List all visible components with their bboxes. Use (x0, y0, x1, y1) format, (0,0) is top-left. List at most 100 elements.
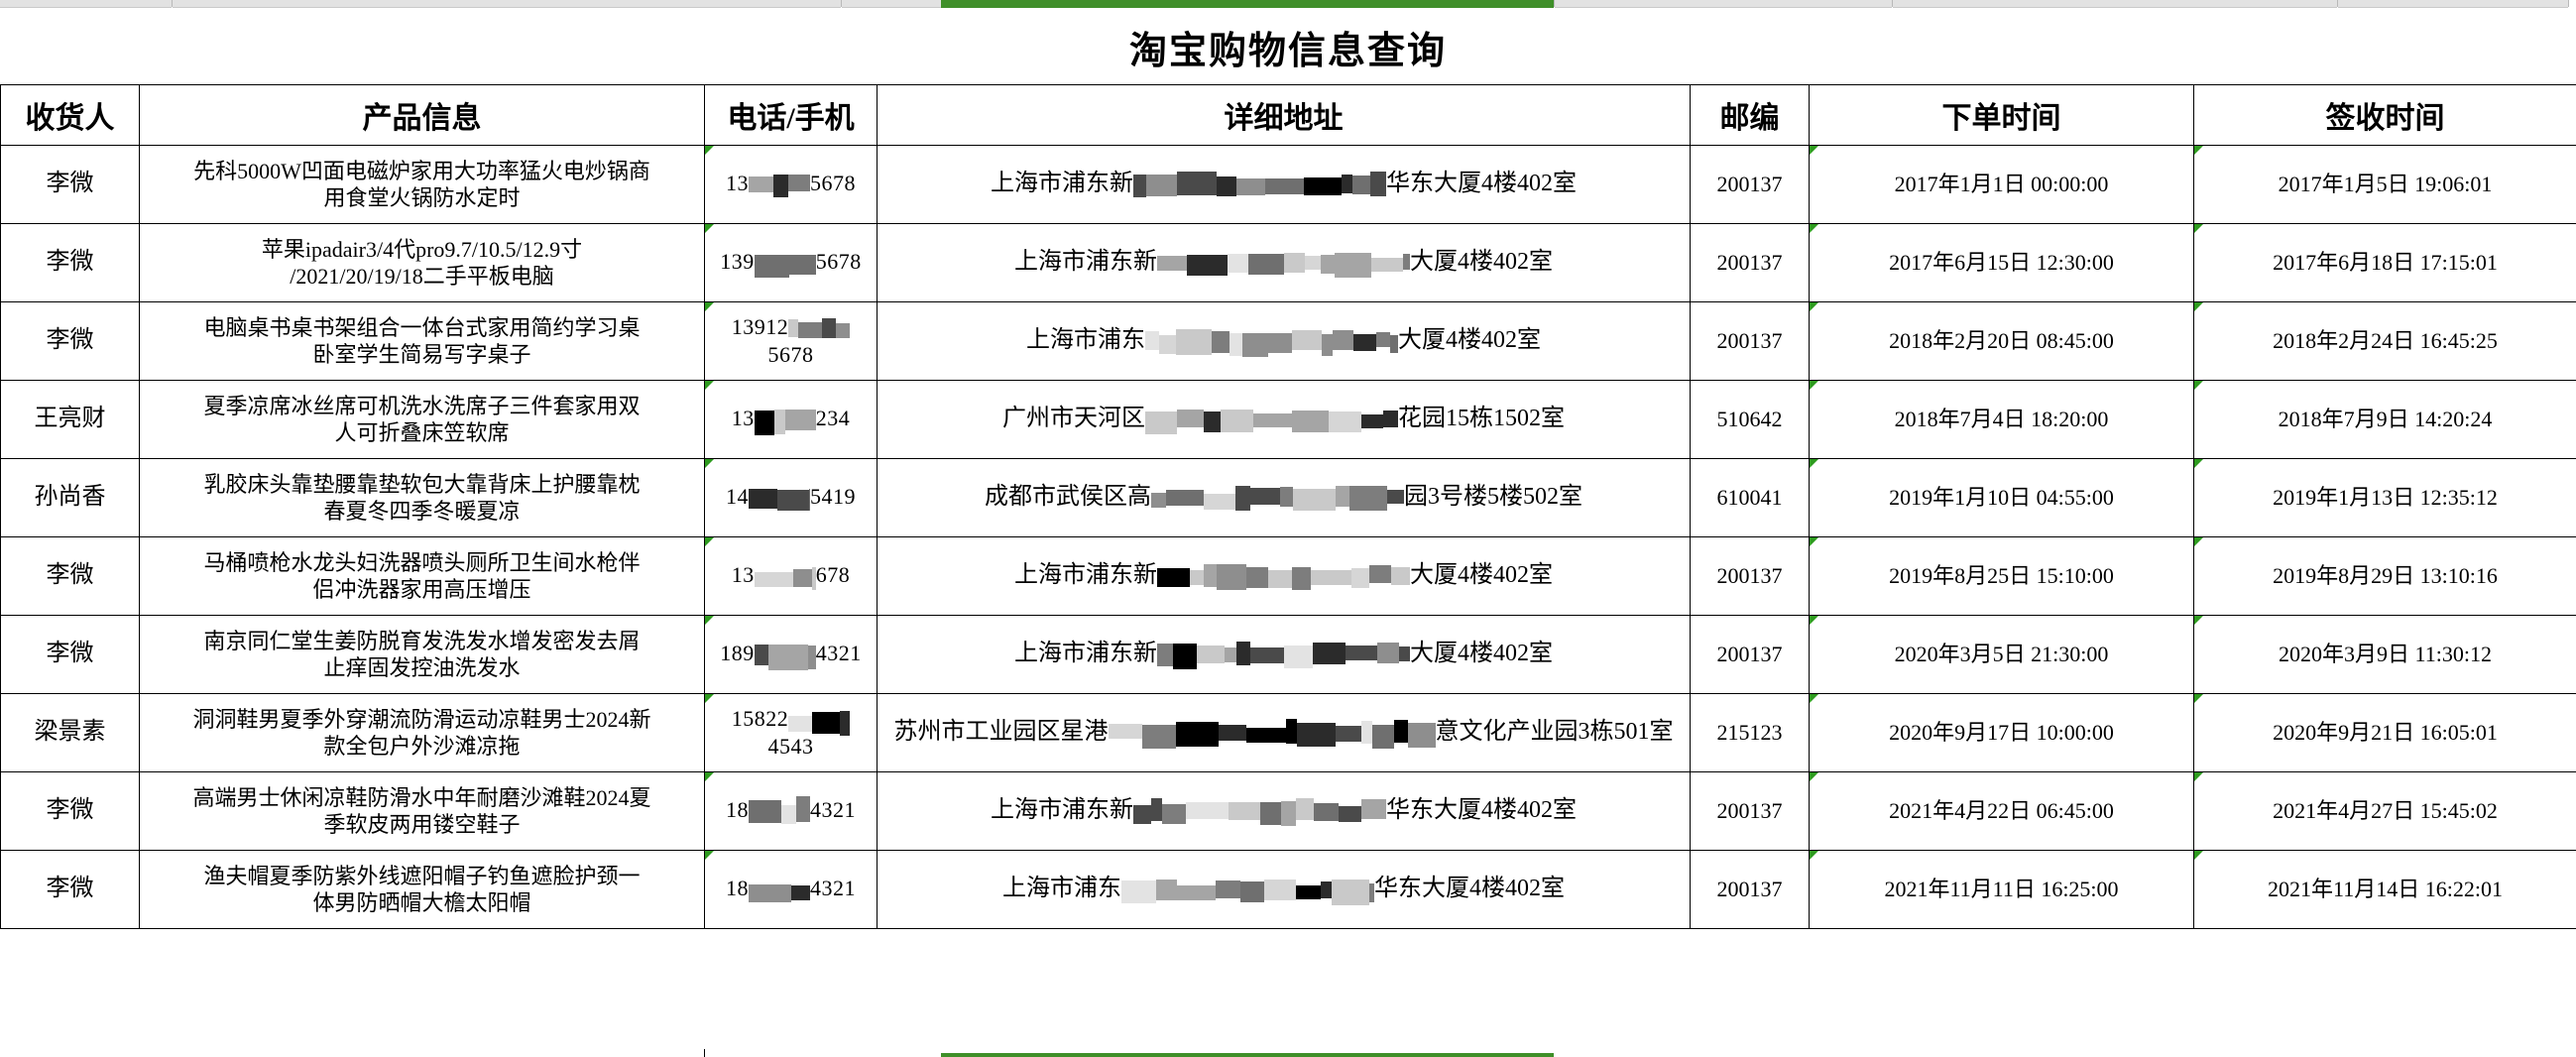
cell-zipcode[interactable]: 510642 (1690, 380, 1810, 459)
cell-address[interactable]: 上海市浦东新 大厦4楼402室 (877, 536, 1691, 616)
table-row[interactable]: 李微 渔夫帽夏季防紫外线遮阳帽子钓鱼遮脸护颈一 体男防晒帽大檐太阳帽 18 4321 上海… (0, 850, 2576, 929)
cell-phone[interactable]: 189 4321 (704, 615, 878, 694)
cell-product-info[interactable]: 高端男士休闲凉鞋防滑水中年耐磨沙滩鞋2024夏 季软皮两用镂空鞋子 (139, 771, 705, 851)
cell-sign-time[interactable]: 2019年1月13日 12:35:12 (2193, 458, 2576, 537)
cell-sign-time[interactable]: 2018年2月24日 16:45:25 (2193, 301, 2576, 381)
col-header-order[interactable]: 下单时间 (1809, 84, 2194, 146)
cell-recipient-name[interactable]: 梁景素 (0, 693, 140, 772)
table-row[interactable]: 李微 电脑桌书桌书架组合一体台式家用简约学习桌 卧室学生简易写字桌子 13912 567… (0, 301, 2576, 381)
product-line-2: 卧室学生简易写字桌子 (312, 342, 531, 367)
cell-order-time[interactable]: 2017年1月1日 00:00:00 (1809, 145, 2194, 224)
cell-order-time[interactable]: 2020年3月5日 21:30:00 (1809, 615, 2194, 694)
cell-sign-time[interactable]: 2020年9月21日 16:05:01 (2193, 693, 2576, 772)
cell-recipient-name[interactable]: 李微 (0, 850, 140, 929)
cell-order-time[interactable]: 2020年9月17日 10:00:00 (1809, 693, 2194, 772)
cell-order-time[interactable]: 2019年1月10日 04:55:00 (1809, 458, 2194, 537)
col-header-address[interactable]: 详细地址 (877, 84, 1691, 146)
cell-phone[interactable]: 18 4321 (704, 771, 878, 851)
table-row[interactable]: 李微 高端男士休闲凉鞋防滑水中年耐磨沙滩鞋2024夏 季软皮两用镂空鞋子 18 4321… (0, 771, 2576, 851)
cell-product-info[interactable]: 先科5000W凹面电磁炉家用大功率猛火电炒锅商 用食堂火锅防水定时 (139, 145, 705, 224)
cell-zipcode[interactable]: 215123 (1690, 693, 1810, 772)
table-row[interactable]: 王亮财 夏季凉席冰丝席可机洗水洗席子三件套家用双 人可折叠床笠软席 13 234 广州市天… (0, 380, 2576, 459)
cell-recipient-name[interactable]: 李微 (0, 301, 140, 381)
cell-sign-time[interactable]: 2017年6月18日 17:15:01 (2193, 223, 2576, 302)
cell-recipient-name[interactable]: 孙尚香 (0, 458, 140, 537)
cell-recipient-name[interactable]: 李微 (0, 771, 140, 851)
cell-phone[interactable]: 15822 4543 (704, 693, 878, 772)
cell-address[interactable]: 上海市浦东 华东大厦4楼402室 (877, 850, 1691, 929)
table-row[interactable]: 李微 先科5000W凹面电磁炉家用大功率猛火电炒锅商 用食堂火锅防水定时 13 5678… (0, 145, 2576, 224)
cell-address[interactable]: 上海市浦东新 大厦4楼402室 (877, 223, 1691, 302)
cell-order-time[interactable]: 2021年11月11日 16:25:00 (1809, 850, 2194, 929)
cell-phone[interactable]: 18 4321 (704, 850, 878, 929)
cell-address[interactable]: 上海市浦东 大厦4楼402室 (877, 301, 1691, 381)
address-prefix: 上海市浦东新 (1014, 641, 1157, 667)
sign-time-text: 2018年2月24日 16:45:25 (2273, 327, 2498, 353)
cell-address[interactable]: 苏州市工业园区星港 意文化产业园3栋501室 (877, 693, 1691, 772)
cell-address[interactable]: 上海市浦东新 大厦4楼402室 (877, 615, 1691, 694)
cell-order-time[interactable]: 2018年7月4日 18:20:00 (1809, 380, 2194, 459)
col-header-product[interactable]: 产品信息 (139, 84, 705, 146)
col-header-sign[interactable]: 签收时间 (2193, 84, 2576, 146)
cell-recipient-name[interactable]: 李微 (0, 223, 140, 302)
product-line-1: 马桶喷枪水龙头妇洗器喷头厕所卫生间水枪伴 (203, 549, 641, 575)
cell-zipcode[interactable]: 610041 (1690, 458, 1810, 537)
cell-product-info[interactable]: 夏季凉席冰丝席可机洗水洗席子三件套家用双 人可折叠床笠软席 (139, 380, 705, 459)
cell-sign-time[interactable]: 2020年3月9日 11:30:12 (2193, 615, 2576, 694)
cell-recipient-name[interactable]: 李微 (0, 615, 140, 694)
cell-sign-time[interactable]: 2017年1月5日 19:06:01 (2193, 145, 2576, 224)
cell-phone[interactable]: 139 5678 (704, 223, 878, 302)
cell-sign-time[interactable]: 2018年7月9日 14:20:24 (2193, 380, 2576, 459)
cell-product-info[interactable]: 渔夫帽夏季防紫外线遮阳帽子钓鱼遮脸护颈一 体男防晒帽大檐太阳帽 (139, 850, 705, 929)
sign-time-text: 2020年9月21日 16:05:01 (2273, 719, 2498, 745)
cell-zipcode[interactable]: 200137 (1690, 301, 1810, 381)
cell-phone[interactable]: 13 234 (704, 380, 878, 459)
cell-product-info[interactable]: 南京同仁堂生姜防脱育发洗发水增发密发去屑 止痒固发控油洗发水 (139, 615, 705, 694)
table-row[interactable]: 李微 南京同仁堂生姜防脱育发洗发水增发密发去屑 止痒固发控油洗发水 189 4321 上海… (0, 615, 2576, 694)
cell-zipcode[interactable]: 200137 (1690, 145, 1810, 224)
cell-order-time[interactable]: 2018年2月20日 08:45:00 (1809, 301, 2194, 381)
phone-prefix: 18 (726, 876, 749, 901)
cell-product-info[interactable]: 马桶喷枪水龙头妇洗器喷头厕所卫生间水枪伴 侣冲洗器家用高压增压 (139, 536, 705, 616)
cell-sign-time[interactable]: 2021年11月14日 16:22:01 (2193, 850, 2576, 929)
table-row[interactable]: 孙尚香 乳胶床头靠垫腰靠垫软包大靠背床上护腰靠枕 春夏冬四季冬暖夏凉 14 5419 成都… (0, 458, 2576, 537)
address-suffix: 花园15栋1502室 (1398, 406, 1565, 432)
cell-recipient-name[interactable]: 王亮财 (0, 380, 140, 459)
top-strip-green-marker (941, 0, 1554, 8)
col-header-zip[interactable]: 邮编 (1690, 84, 1810, 146)
redacted-block (754, 408, 816, 435)
cell-phone[interactable]: 13 5678 (704, 145, 878, 224)
table-row[interactable]: 李微 苹果ipadair3/4代pro9.7/10.5/12.9寸/2021/20… (0, 223, 2576, 302)
redacted-block (754, 564, 816, 590)
table-row[interactable]: 梁景素 洞洞鞋男夏季外穿潮流防滑运动凉鞋男士2024新 款全包户外沙滩凉拖 15822… (0, 693, 2576, 772)
top-strip-segment (2338, 0, 2568, 8)
cell-order-time[interactable]: 2019年8月25日 15:10:00 (1809, 536, 2194, 616)
cell-recipient-name[interactable]: 李微 (0, 145, 140, 224)
cell-zipcode[interactable]: 200137 (1690, 850, 1810, 929)
cell-address[interactable]: 上海市浦东新 华东大厦4楼402室 (877, 771, 1691, 851)
top-scroll-strip[interactable] (0, 0, 2576, 9)
cell-phone[interactable]: 14 5419 (704, 458, 878, 537)
cell-address[interactable]: 成都市武侯区高 园3号楼5楼502室 (877, 458, 1691, 537)
order-time-text: 2018年7月4日 18:20:00 (1894, 406, 2109, 431)
cell-product-info[interactable]: 苹果ipadair3/4代pro9.7/10.5/12.9寸/2021/20/1… (139, 223, 705, 302)
table-row[interactable]: 李微 马桶喷枪水龙头妇洗器喷头厕所卫生间水枪伴 侣冲洗器家用高压增压 13 678 上海市… (0, 536, 2576, 616)
cell-order-time[interactable]: 2021年4月22日 06:45:00 (1809, 771, 2194, 851)
cell-address[interactable]: 广州市天河区 花园15栋1502室 (877, 380, 1691, 459)
cell-phone[interactable]: 13912 5678 (704, 301, 878, 381)
cell-sign-time[interactable]: 2019年8月29日 13:10:16 (2193, 536, 2576, 616)
cell-address[interactable]: 上海市浦东新 华东大厦4楼402室 (877, 145, 1691, 224)
cell-product-info[interactable]: 乳胶床头靠垫腰靠垫软包大靠背床上护腰靠枕 春夏冬四季冬暖夏凉 (139, 458, 705, 537)
cell-zipcode[interactable]: 200137 (1690, 223, 1810, 302)
col-header-name[interactable]: 收货人 (0, 84, 140, 146)
cell-zipcode[interactable]: 200137 (1690, 771, 1810, 851)
col-header-phone[interactable]: 电话/手机 (704, 84, 878, 146)
cell-sign-time[interactable]: 2021年4月27日 15:45:02 (2193, 771, 2576, 851)
cell-order-time[interactable]: 2017年6月15日 12:30:00 (1809, 223, 2194, 302)
cell-product-info[interactable]: 电脑桌书桌书架组合一体台式家用简约学习桌 卧室学生简易写字桌子 (139, 301, 705, 381)
cell-zipcode[interactable]: 200137 (1690, 615, 1810, 694)
cell-phone[interactable]: 13 678 (704, 536, 878, 616)
cell-recipient-name[interactable]: 李微 (0, 536, 140, 616)
cell-zipcode[interactable]: 200137 (1690, 536, 1810, 616)
cell-product-info[interactable]: 洞洞鞋男夏季外穿潮流防滑运动凉鞋男士2024新 款全包户外沙滩凉拖 (139, 693, 705, 772)
